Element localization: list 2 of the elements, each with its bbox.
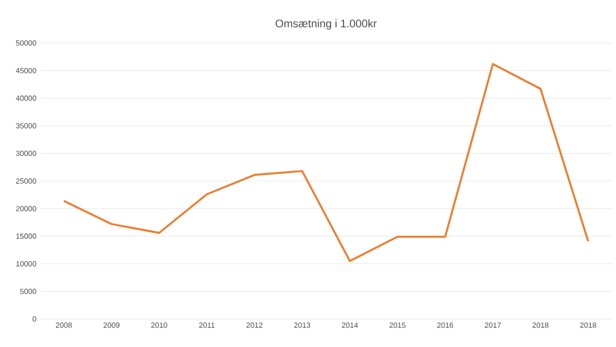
line-series [62,62,590,262]
chart-title: Omsætning i 1.000kr [276,19,377,30]
